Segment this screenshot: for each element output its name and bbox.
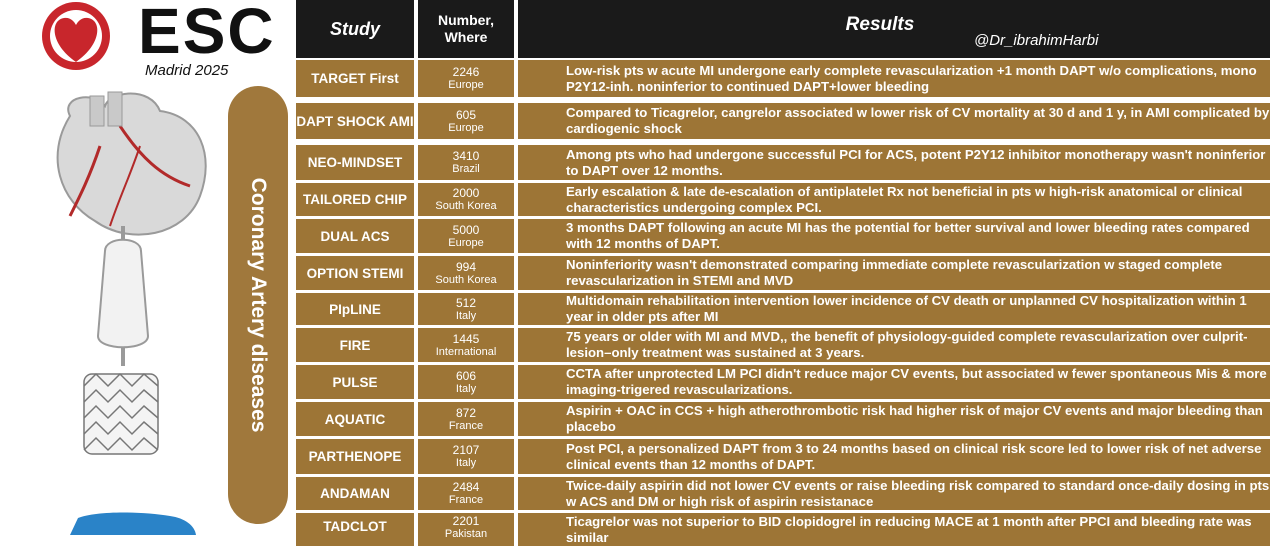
table-row: TAILORED CHIP 2000 South Korea Early esca… [296,183,1270,219]
header-results: Results [518,0,1270,58]
study-name: TADCLOT [296,513,414,546]
sample-size: 2000 [452,186,480,200]
table-row: FIRE 1445 International 75 years or older… [296,328,1270,365]
esc-brand-text: ESC [138,0,276,67]
header-where-label: Where [444,29,488,45]
location: France [448,419,484,432]
result-text: Ticagrelor was not superior to BID clopi… [518,513,1270,546]
table-row: AQUATIC 872 France Aspirin + OAC in CCS +… [296,402,1270,439]
table-row: TARGET First 2246 Europe Low-risk pts w a… [296,60,1270,100]
location: Italy [455,382,477,395]
header-results-label: Results [845,14,915,35]
result-text: Among pts who had undergone successful P… [518,145,1270,180]
trials-table: Study Number, Where Results @Dr_ibrahimHa… [296,0,1270,546]
sample-size: 606 [455,368,477,383]
study-name: TAILORED CHIP [296,183,414,216]
number-where: 2000 South Korea [418,183,514,216]
header-number-label: Number, [437,12,494,28]
result-text: Twice-daily aspirin did not lower CV eve… [518,477,1270,510]
result-text: Low-risk pts w acute MI undergone early … [518,60,1270,97]
result-text: Compared to Ticagrelor, cangrelor associ… [518,103,1270,139]
sample-size: 512 [455,295,477,310]
study-name: NEO-MINDSET [296,145,414,180]
header-number-where: Number, Where [418,0,514,58]
number-where: 2201 Pakistan [418,513,514,546]
location: Brazil [452,163,480,175]
left-illustrations [56,91,207,535]
result-text: 75 years or older with MI and MVD,, the … [518,328,1270,362]
number-where: 605 Europe [418,103,514,139]
result-text: 3 months DAPT following an acute MI has … [518,219,1270,253]
table-row: PARTHENOPE 2107 Italy Post PCI, a persona… [296,439,1270,477]
study-name: FIRE [296,328,414,362]
location: Pakistan [444,528,488,540]
number-where: 2107 Italy [418,439,514,474]
number-where: 1445 International [418,328,514,362]
location: Europe [448,236,484,249]
sample-size: 2246 [452,65,480,79]
esc-logo: ESC Madrid 2025 [0,0,296,86]
esc-subtitle: Madrid 2025 [145,62,229,79]
table-row: OPTION STEMI 994 South Korea Noninferiori… [296,256,1270,293]
table-row: DUAL ACS 5000 Europe 3 months DAPT follow… [296,219,1270,256]
balloon-catheter-illustration [96,226,150,366]
number-where: 5000 Europe [418,219,514,253]
number-where: 606 Italy [418,365,514,399]
sample-size: 2107 [452,443,480,457]
sample-size: 1445 [452,331,480,346]
result-text: Noninferiority wasn't demonstrated compa… [518,256,1270,290]
study-name: AQUATIC [296,402,414,436]
number-where: 994 South Korea [418,256,514,290]
sample-size: 605 [455,107,477,122]
table-row: PULSE 606 Italy CCTA after unprotected LM… [296,365,1270,402]
sample-size: 994 [455,259,477,274]
study-name: PULSE [296,365,414,399]
study-name: PIpLINE [296,293,414,325]
location: Europe [448,121,484,134]
table-row: DAPT SHOCK AMI 605 Europe Compared to Tic… [296,103,1270,142]
sample-size: 3410 [452,149,480,163]
category-banner: Coronary Artery diseases [228,86,288,524]
result-text: Multidomain rehabilitation intervention … [518,293,1270,325]
location: International [435,345,497,358]
sample-size: 872 [455,405,477,420]
sample-size: 2484 [452,480,480,494]
sample-size: 2201 [452,514,480,528]
study-name: PARTHENOPE [296,439,414,474]
number-where: 512 Italy [418,293,514,325]
number-where: 2246 Europe [418,60,514,97]
table-row: TADCLOT 2201 Pakistan Ticagrelor was not … [296,513,1270,549]
heart-illustration [56,91,207,236]
sample-size: 5000 [452,222,480,237]
result-text: Aspirin + OAC in CCS + high atherothromb… [518,402,1270,436]
author-watermark: @Dr_ibrahimHarbi [974,32,1099,49]
location: Italy [455,309,477,322]
study-name: DAPT SHOCK AMI [296,103,414,139]
table-row: ANDAMAN 2484 France Twice-daily aspirin d… [296,477,1270,513]
location: France [448,494,484,506]
number-where: 3410 Brazil [418,145,514,180]
study-name: DUAL ACS [296,219,414,253]
study-name: ANDAMAN [296,477,414,510]
study-name: TARGET First [296,60,414,97]
table-row: PIpLINE 512 Italy Multidomain rehabilitat… [296,293,1270,328]
location: Europe [448,79,484,91]
result-text: CCTA after unprotected LM PCI didn't red… [518,365,1270,399]
category-label: Coronary Artery diseases [247,177,270,433]
study-name: OPTION STEMI [296,256,414,290]
location: South Korea [435,200,497,212]
table-row: NEO-MINDSET 3410 Brazil Among pts who had… [296,145,1270,183]
number-where: 872 France [418,402,514,436]
result-text: Post PCI, a personalized DAPT from 3 to … [518,439,1270,474]
header-study: Study [296,0,414,58]
stent-illustration [83,372,159,455]
blue-device-illustration [70,512,196,535]
esc-heart-icon [42,2,110,70]
result-text: Early escalation & late de-escalation of… [518,183,1270,216]
location: Italy [455,457,477,469]
location: South Korea [435,273,497,286]
number-where: 2484 France [418,477,514,510]
